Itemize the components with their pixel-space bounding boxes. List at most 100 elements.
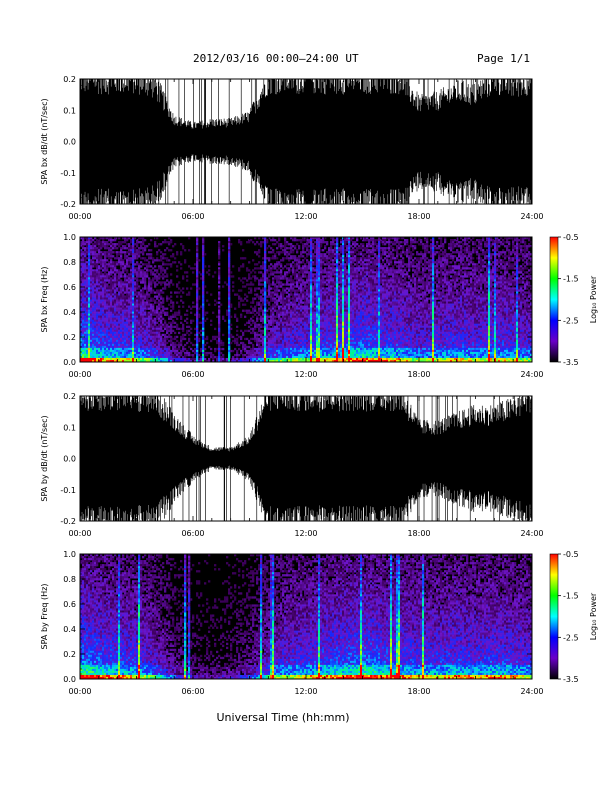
- spec-cell: [144, 295, 146, 297]
- spec-cell: [90, 322, 92, 324]
- spec-cell: [106, 328, 108, 330]
- spec-cell: [144, 259, 146, 261]
- spec-cell: [152, 332, 154, 334]
- spec-cell: [98, 354, 100, 356]
- spec-cell: [122, 308, 124, 310]
- spec-cell: [96, 241, 98, 243]
- spec-cell: [90, 302, 92, 304]
- spec-cell: [158, 300, 160, 302]
- spec-cell: [86, 318, 88, 320]
- spec-cell: [86, 289, 88, 291]
- spec-cell: [100, 304, 102, 306]
- spec-cell: [110, 350, 112, 352]
- spec-cell: [86, 285, 88, 287]
- spec-cell: [128, 332, 130, 334]
- spec-cell: [114, 310, 116, 312]
- spec-cell: [128, 283, 130, 285]
- spec-cell: [134, 310, 136, 312]
- spec-cell: [118, 314, 120, 316]
- spec-cell: [128, 287, 130, 289]
- spec-cell: [108, 304, 110, 306]
- spec-cell: [94, 358, 96, 360]
- spec-cell: [130, 287, 132, 289]
- spec-cell: [96, 320, 98, 322]
- spec-cell: [90, 326, 92, 328]
- spec-cell: [96, 257, 98, 259]
- spec-cell: [144, 322, 146, 324]
- spec-cell: [90, 350, 92, 352]
- spec-cell: [120, 265, 122, 267]
- spec-cell: [136, 255, 138, 257]
- spec-cell: [106, 251, 108, 253]
- spec-cell: [150, 253, 152, 255]
- spec-cell: [102, 261, 104, 263]
- spec-cell: [164, 342, 166, 344]
- spec-cell: [98, 356, 100, 358]
- spec-cell: [130, 352, 132, 354]
- spec-cell: [112, 271, 114, 273]
- spec-cell: [118, 306, 120, 308]
- spec-cell: [102, 269, 104, 271]
- spec-cell: [114, 352, 116, 354]
- spec-cell: [86, 271, 88, 273]
- spec-cell: [104, 291, 106, 293]
- spec-cell: [102, 304, 104, 306]
- spec-cell: [128, 338, 130, 340]
- spec-cell: [128, 261, 130, 263]
- spec-cell: [138, 334, 140, 336]
- spec-cell: [126, 259, 128, 261]
- spec-cell: [82, 273, 84, 275]
- spec-cell: [152, 310, 154, 312]
- spec-cell: [126, 304, 128, 306]
- spec-cell: [148, 334, 150, 336]
- spec-cell: [158, 318, 160, 320]
- spec-cell: [116, 318, 118, 320]
- spec-cell: [130, 247, 132, 249]
- spec-cell: [116, 293, 118, 295]
- spec-cell: [150, 285, 152, 287]
- spec-cell: [120, 247, 122, 249]
- spec-cell: [84, 243, 86, 245]
- spec-cell: [138, 275, 140, 277]
- spec-cell: [130, 269, 132, 271]
- spec-cell: [116, 344, 118, 346]
- spec-cell: [132, 306, 134, 308]
- spec-cell: [88, 320, 90, 322]
- spec-cell: [142, 336, 144, 338]
- spec-cell: [114, 358, 116, 360]
- spec-cell: [134, 253, 136, 255]
- spec-cell: [136, 342, 138, 344]
- spec-cell: [150, 344, 152, 346]
- spec-cell: [108, 275, 110, 277]
- spec-cell: [120, 253, 122, 255]
- spec-cell: [94, 247, 96, 249]
- spec-cell: [170, 295, 172, 297]
- spec-cell: [128, 322, 130, 324]
- spec-cell: [174, 312, 176, 314]
- spec-cell: [110, 358, 112, 360]
- spec-cell: [94, 332, 96, 334]
- spec-cell: [98, 332, 100, 334]
- spec-cell: [130, 310, 132, 312]
- spec-cell: [118, 241, 120, 243]
- spec-cell: [114, 350, 116, 352]
- spec-cell: [128, 314, 130, 316]
- spec-cell: [82, 251, 84, 253]
- spec-cell: [154, 348, 156, 350]
- spec-cell: [100, 302, 102, 304]
- spec-cell: [108, 247, 110, 249]
- spec-cell: [140, 302, 142, 304]
- spec-cell: [146, 253, 148, 255]
- spec-cell: [132, 352, 134, 354]
- spec-cell: [140, 328, 142, 330]
- spec-cell: [104, 279, 106, 281]
- spec-cell: [156, 306, 158, 308]
- spec-cell: [100, 354, 102, 356]
- spec-cell: [144, 346, 146, 348]
- spec-cell: [114, 312, 116, 314]
- spec-cell: [162, 255, 164, 257]
- spec-cell: [90, 261, 92, 263]
- spec-cell: [168, 326, 170, 328]
- spec-cell: [112, 267, 114, 269]
- spec-cell: [144, 275, 146, 277]
